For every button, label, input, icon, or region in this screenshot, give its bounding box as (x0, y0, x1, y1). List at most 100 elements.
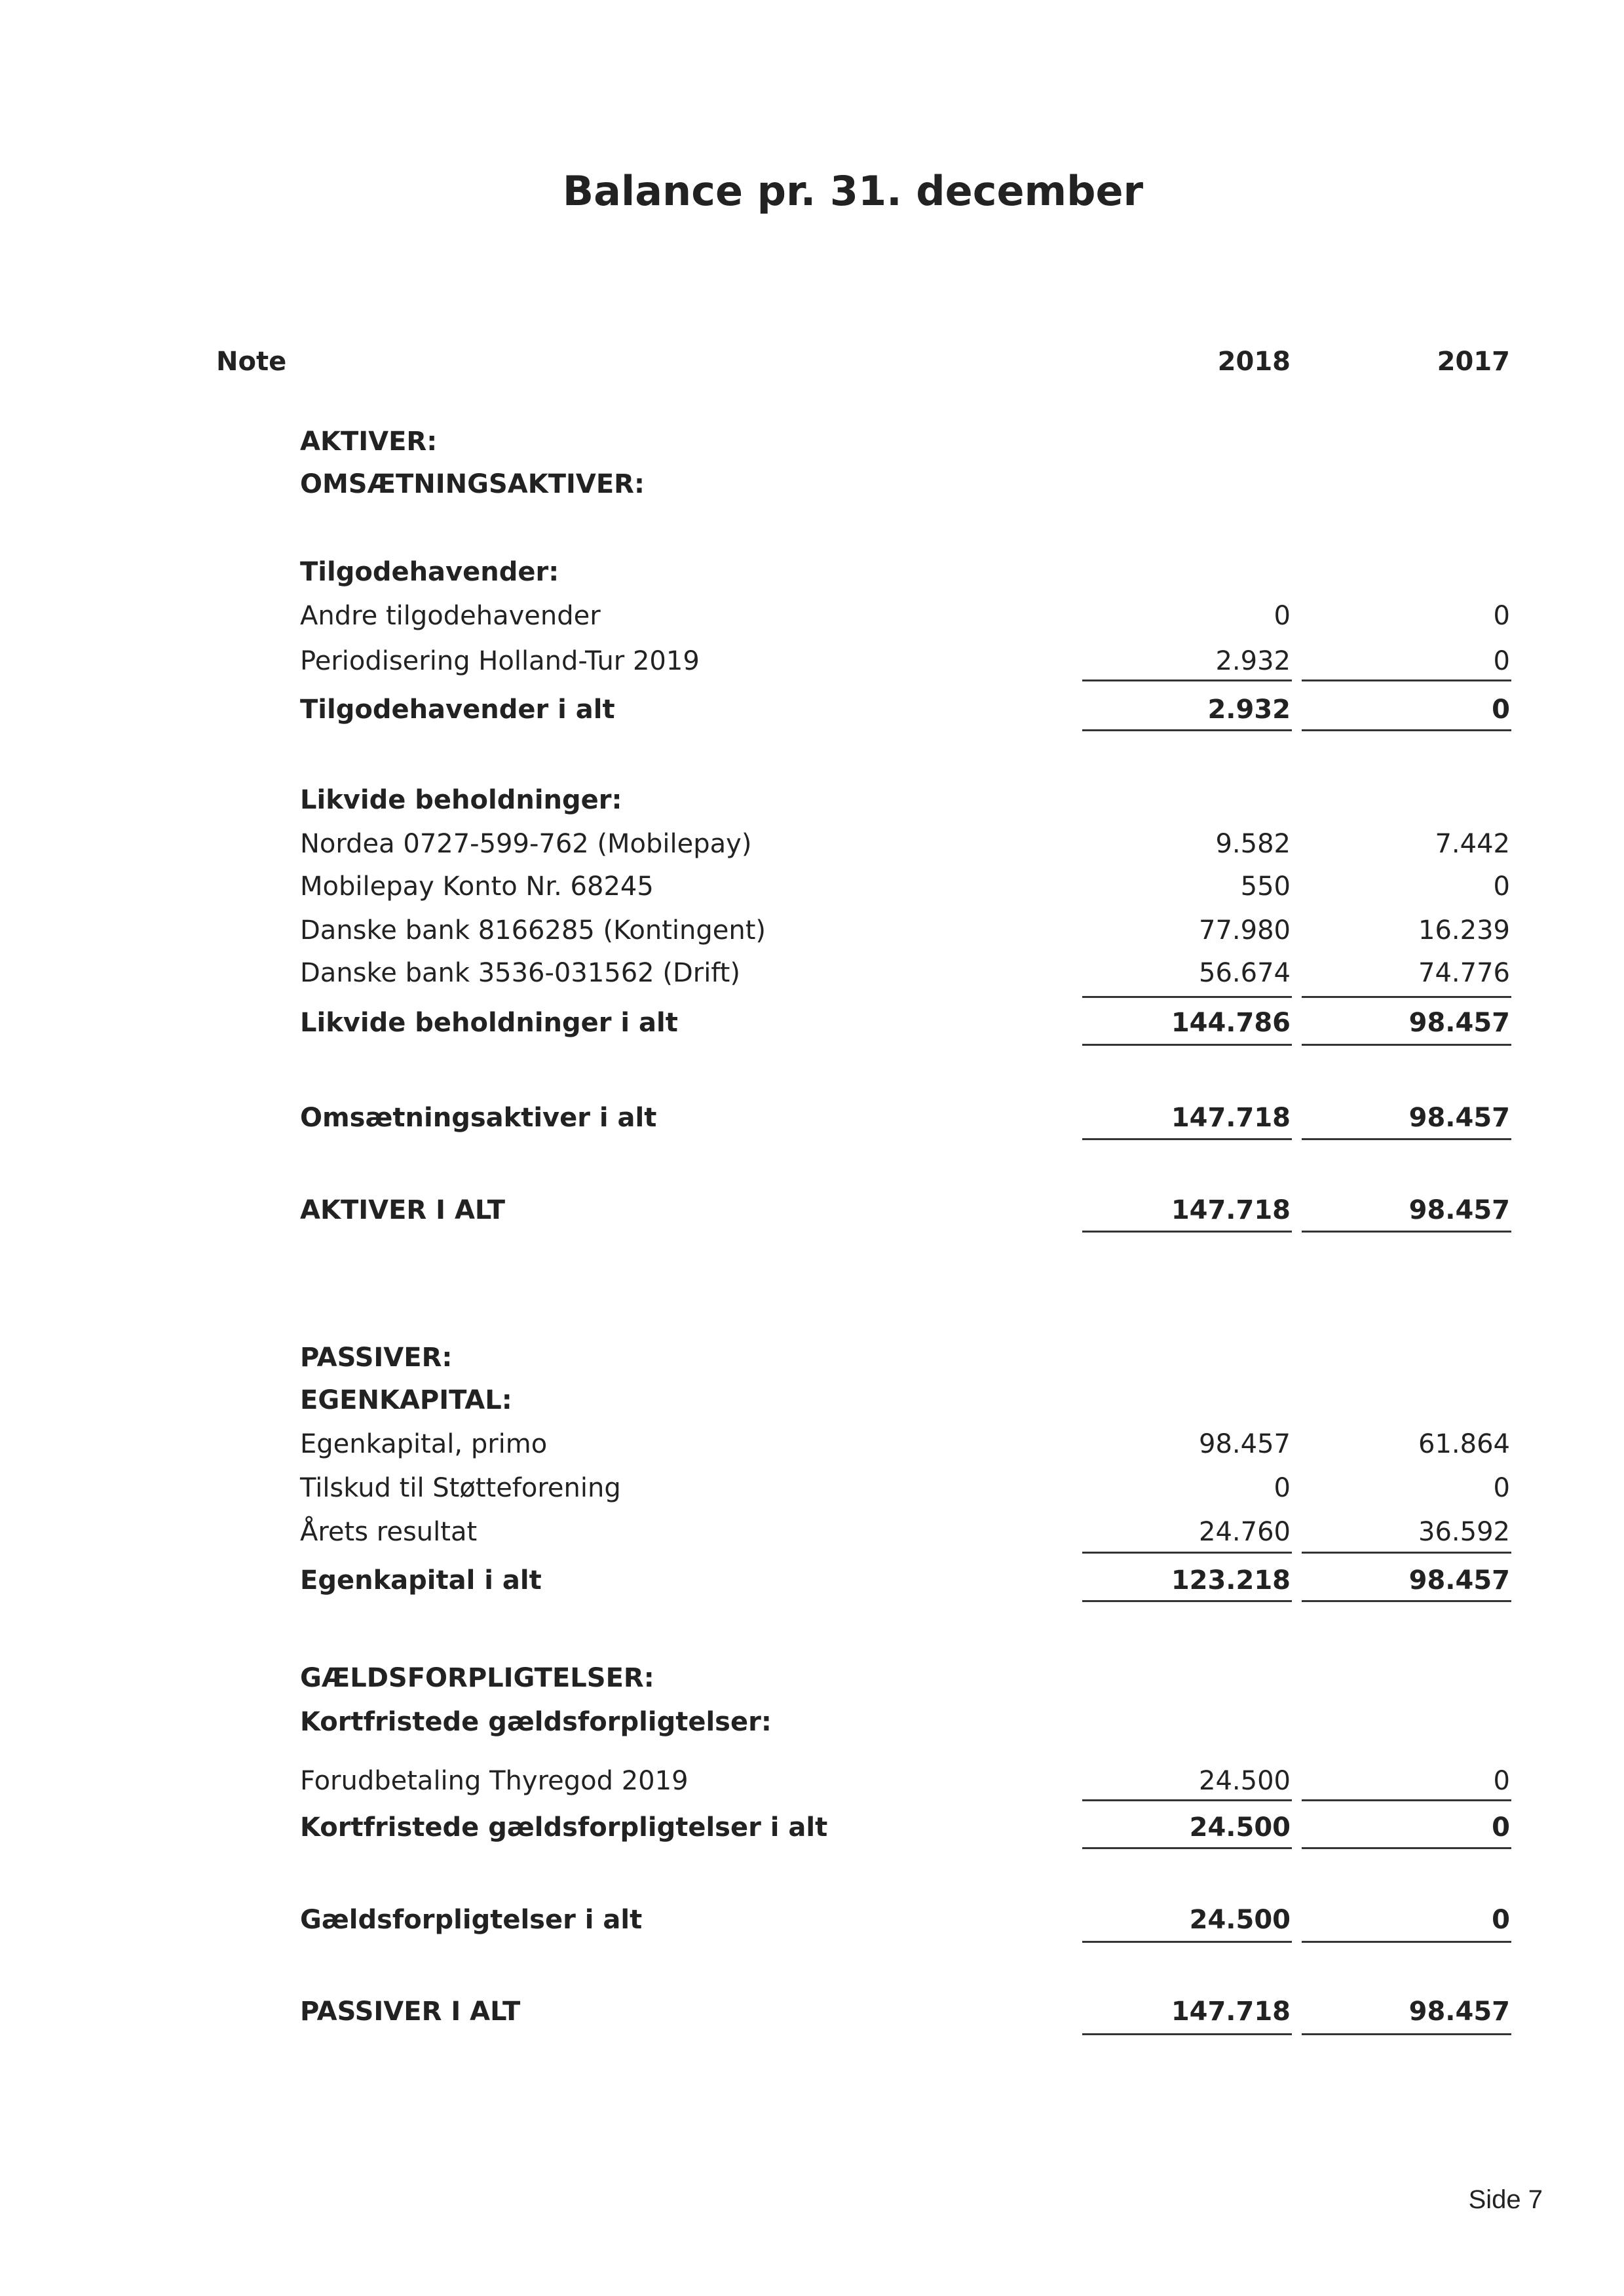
table-row: Egenkapital, primo 98.457 61.864 (0, 1426, 1624, 1463)
rule (1302, 1044, 1511, 1046)
value-2018: 147.718 (1171, 1103, 1291, 1133)
table-row: Årets resultat 24.760 36.592 (0, 1514, 1624, 1550)
year-2017-header: 2017 (1437, 347, 1510, 377)
row-label: Periodisering Holland-Tur 2019 (300, 646, 700, 676)
row-label: Tilskud til Støtteforening (300, 1473, 621, 1503)
table-row: Andre tilgodehavender 0 0 (0, 598, 1624, 634)
row-label: PASSIVER I ALT (300, 1997, 521, 2027)
value-2018: 77.980 (1199, 915, 1291, 946)
row-label: Mobilepay Konto Nr. 68245 (300, 871, 654, 902)
value-2017: 74.776 (1418, 958, 1510, 988)
row-label: Danske bank 8166285 (Kontingent) (300, 915, 766, 946)
value-2017: 61.864 (1418, 1429, 1510, 1459)
row-label: Årets resultat (300, 1517, 478, 1547)
rule (1082, 1941, 1292, 1943)
value-2017: 0 (1492, 695, 1510, 725)
year-2018-header: 2018 (1217, 347, 1291, 377)
value-2018: 98.457 (1199, 1429, 1291, 1459)
value-2017: 98.457 (1408, 1008, 1510, 1038)
total-row: Gældsforpligtelser i alt 24.500 0 (0, 1902, 1624, 1938)
rule (1302, 1552, 1511, 1554)
value-2018: 24.500 (1189, 1905, 1291, 1935)
value-2017: 36.592 (1418, 1517, 1510, 1547)
rule (1302, 1847, 1511, 1849)
value-2018: 56.674 (1199, 958, 1291, 988)
value-2017: 0 (1493, 601, 1510, 631)
rule (1082, 1799, 1292, 1801)
rule (1302, 679, 1511, 681)
rule (1082, 679, 1292, 681)
heading-label: Tilgodehavender: (300, 557, 559, 587)
value-2018: 24.500 (1189, 1812, 1291, 1843)
page-title: Balance pr. 31. december (562, 167, 1144, 215)
row-label: Likvide beholdninger i alt (300, 1008, 678, 1038)
table-row: Periodisering Holland-Tur 2019 2.932 0 (0, 643, 1624, 679)
value-2017: 98.457 (1408, 1103, 1510, 1133)
rule (1302, 1138, 1511, 1140)
heading-label: GÆLDSFORPLIGTELSER: (300, 1663, 654, 1693)
value-2018: 550 (1240, 871, 1291, 902)
total-row: Tilgodehavender i alt 2.932 0 (0, 691, 1624, 728)
rule (1082, 1552, 1292, 1554)
value-2018: 123.218 (1171, 1565, 1291, 1596)
rule (1302, 1600, 1511, 1602)
rule (1082, 2033, 1292, 2035)
rule (1082, 996, 1292, 998)
row-label: Forudbetaling Thyregod 2019 (300, 1766, 689, 1796)
section-heading: PASSIVER: (0, 1339, 1624, 1376)
value-2018: 2.932 (1207, 695, 1291, 725)
value-2017: 0 (1492, 1905, 1510, 1935)
total-row: Omsætningsaktiver i alt 147.718 98.457 (0, 1100, 1624, 1136)
row-label: Egenkapital, primo (300, 1429, 548, 1459)
rule (1302, 729, 1511, 731)
value-2017: 7.442 (1435, 829, 1510, 859)
grand-total-row: PASSIVER I ALT 147.718 98.457 (0, 1993, 1624, 2030)
row-label: Andre tilgodehavender (300, 601, 601, 631)
table-row: Danske bank 3536-031562 (Drift) 56.674 74.… (0, 955, 1624, 991)
value-2018: 9.582 (1215, 829, 1291, 859)
rule (1082, 1044, 1292, 1046)
value-2018: 24.500 (1199, 1766, 1291, 1796)
row-label: Nordea 0727-599-762 (Mobilepay) (300, 829, 752, 859)
value-2018: 0 (1274, 601, 1291, 631)
heading-label: Likvide beholdninger: (300, 785, 622, 815)
table-row: Forudbetaling Thyregod 2019 24.500 0 (0, 1763, 1624, 1799)
rule (1302, 2033, 1511, 2035)
row-label: Tilgodehavender i alt (300, 695, 615, 725)
row-label: Egenkapital i alt (300, 1565, 542, 1596)
rule (1082, 1847, 1292, 1849)
page-number: Side 7 (1468, 2185, 1543, 2214)
rule (1302, 996, 1511, 998)
value-2018: 144.786 (1171, 1008, 1291, 1038)
value-2017: 98.457 (1408, 1195, 1510, 1225)
heading-label: Kortfristede gældsforpligtelser: (300, 1707, 772, 1737)
value-2017: 0 (1493, 1766, 1510, 1796)
value-2018: 0 (1274, 1473, 1291, 1503)
note-header: Note (216, 347, 287, 377)
table-row: Mobilepay Konto Nr. 68245 550 0 (0, 868, 1624, 905)
row-label: Danske bank 3536-031562 (Drift) (300, 958, 740, 988)
row-label: Kortfristede gældsforpligtelser i alt (300, 1812, 828, 1843)
value-2018: 2.932 (1215, 646, 1291, 676)
rule (1082, 1600, 1292, 1602)
group-heading: GÆLDSFORPLIGTELSER: (0, 1660, 1624, 1696)
section-heading: AKTIVER: (0, 423, 1624, 460)
rule (1302, 1231, 1511, 1233)
value-2018: 147.718 (1171, 1195, 1291, 1225)
table-row: Danske bank 8166285 (Kontingent) 77.980 16… (0, 912, 1624, 949)
value-2017: 0 (1493, 646, 1510, 676)
heading-label: PASSIVER: (300, 1343, 453, 1373)
heading-label: EGENKAPITAL: (300, 1385, 512, 1415)
grand-total-row: AKTIVER I ALT 147.718 98.457 (0, 1192, 1624, 1229)
rule (1302, 1799, 1511, 1801)
value-2017: 0 (1493, 871, 1510, 902)
rule (1082, 729, 1292, 731)
total-row: Likvide beholdninger i alt 144.786 98.457 (0, 1004, 1624, 1041)
heading-label: OMSÆTNINGSAKTIVER: (300, 469, 645, 499)
group-heading: Tilgodehavender: (0, 554, 1624, 590)
group-heading: EGENKAPITAL: (0, 1382, 1624, 1419)
rule (1082, 1138, 1292, 1140)
group-subheading: Kortfristede gældsforpligtelser: (0, 1704, 1624, 1740)
table-row: Nordea 0727-599-762 (Mobilepay) 9.582 7.44… (0, 826, 1624, 862)
value-2017: 0 (1493, 1473, 1510, 1503)
